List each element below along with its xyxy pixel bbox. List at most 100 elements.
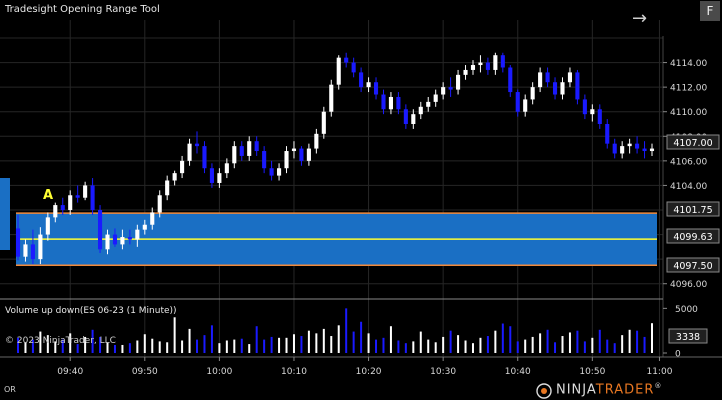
time-tick-label: 10:20	[356, 367, 382, 377]
candle	[366, 77, 371, 93]
candle-body	[649, 148, 655, 152]
candle	[202, 141, 207, 174]
candle	[83, 181, 88, 201]
candle-body	[620, 146, 625, 154]
candle-body	[381, 94, 386, 110]
candle	[448, 77, 453, 97]
volume-bar	[613, 343, 616, 353]
volume-current-text: 3338	[676, 332, 700, 343]
candle	[172, 170, 177, 186]
time-tick-label: 09:50	[132, 367, 158, 377]
side-panel-tab[interactable]	[0, 178, 10, 250]
volume-bar	[300, 336, 303, 353]
candle	[75, 185, 80, 203]
candle-body	[306, 148, 311, 161]
volume-panel-title: Volume up down(ES 06-23 (1 Minute))	[5, 306, 177, 316]
candle-body	[388, 96, 393, 110]
candle-body	[612, 143, 617, 154]
arrow-right-icon[interactable]: →	[632, 8, 648, 29]
candle	[545, 67, 550, 88]
candle-body	[90, 185, 95, 210]
candle	[68, 190, 73, 215]
candle	[53, 202, 58, 223]
volume-bar	[427, 339, 430, 353]
volume-bar	[210, 325, 213, 353]
candle-body	[515, 92, 520, 112]
brand-logo-text: NINJATRADER®	[556, 382, 662, 397]
candle	[605, 119, 610, 149]
candle-body	[262, 151, 267, 169]
candle-body	[463, 69, 468, 75]
candle	[575, 69, 580, 105]
volume-bar	[367, 333, 370, 353]
candle-body	[180, 160, 185, 174]
range-low-flag: 4097.50	[666, 257, 720, 273]
candle	[336, 55, 341, 90]
candle	[590, 104, 595, 122]
candle	[470, 60, 476, 75]
volume-bar	[382, 337, 385, 353]
volume-bar	[46, 335, 49, 353]
candle-body	[60, 205, 65, 210]
volume-bar	[404, 343, 407, 353]
candle	[418, 101, 423, 120]
candle	[60, 197, 65, 215]
candle-body	[232, 146, 237, 164]
time-tick-label: 10:40	[505, 367, 531, 377]
volume-bar	[84, 336, 87, 353]
volume-bar	[531, 336, 534, 353]
copyright-text: © 2023 NinjaTrader, LLC	[5, 336, 116, 346]
f-button[interactable]: F	[700, 1, 720, 21]
volume-bar	[397, 340, 400, 353]
candle	[426, 96, 431, 112]
candle	[508, 65, 513, 97]
candle-body	[411, 114, 416, 124]
volume-bar	[69, 333, 72, 353]
brand-mark: ®	[654, 382, 663, 390]
candle-body	[165, 180, 170, 196]
candle-body	[277, 168, 282, 176]
volume-bar	[471, 343, 474, 353]
volume-bar	[76, 344, 79, 353]
footer-or-label: OR	[4, 385, 16, 394]
volume-bar	[598, 329, 601, 353]
candle	[552, 77, 558, 100]
candle	[463, 65, 468, 80]
candle	[97, 205, 103, 253]
range-marker-label: A	[43, 188, 53, 203]
volume-bar	[479, 337, 482, 353]
price-tick-label: 4114.00	[670, 59, 707, 69]
volume-bar	[583, 341, 586, 353]
time-tick-label: 09:40	[57, 367, 83, 377]
candle	[23, 239, 28, 262]
candle	[291, 141, 297, 159]
candle-body	[142, 224, 147, 230]
candle-body	[299, 148, 304, 161]
volume-bar	[375, 339, 378, 353]
candle	[344, 52, 349, 68]
candle-body	[83, 185, 88, 198]
candle-body	[552, 82, 558, 95]
volume-tick-label: 0	[675, 350, 681, 360]
candle	[180, 155, 185, 179]
candle-body	[485, 62, 490, 70]
candle	[485, 57, 490, 75]
candle-body	[418, 106, 423, 115]
volume-bar	[307, 330, 310, 353]
candle-body	[209, 168, 214, 183]
candle-body	[75, 195, 80, 198]
price-tick-label: 4112.00	[670, 84, 707, 94]
volume-bar	[449, 330, 452, 353]
volume-bar	[181, 340, 184, 353]
candle-body	[582, 99, 587, 115]
brand-part2: TRADER	[595, 382, 655, 398]
volume-bar	[188, 328, 191, 353]
candle	[314, 128, 319, 154]
candle-body	[590, 109, 595, 115]
candle-body	[127, 237, 132, 240]
volume-bar	[143, 334, 146, 353]
candlestick-series	[15, 52, 655, 265]
volume-bar	[464, 340, 467, 353]
candle	[299, 146, 304, 166]
